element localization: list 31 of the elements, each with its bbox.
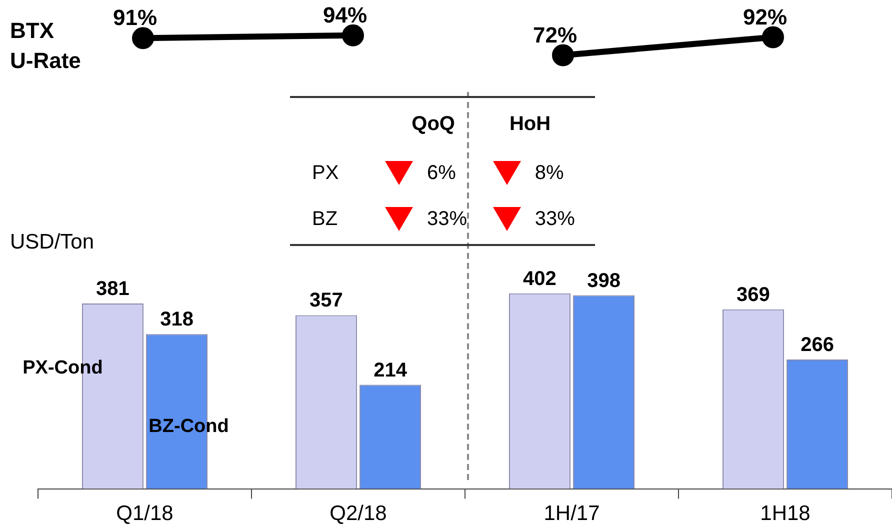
data-label: 266 [800, 334, 834, 356]
text: BZ [311, 208, 339, 230]
x-tick-label: Q2/18 [330, 502, 387, 526]
point [342, 24, 364, 46]
data-label: 381 [96, 278, 130, 300]
data-label: 369 [736, 284, 770, 306]
x-tick-label: Q1/18 [116, 502, 174, 526]
text: HoH [508, 112, 552, 136]
data-label: 402 [523, 268, 556, 290]
x-tick-label: 1H/17 [544, 502, 600, 526]
text: BTX U-Rate [10, 18, 81, 74]
data-label: 91% [112, 5, 158, 30]
x-tick-label: 1H18 [760, 502, 810, 526]
data-label: 398 [587, 270, 620, 292]
data-label: 92% [742, 4, 788, 30]
data-label: 357 [310, 290, 343, 312]
data-label: 214 [374, 359, 408, 382]
data-label: 94% [322, 2, 368, 28]
text: PX [311, 162, 340, 184]
text: 33% [427, 208, 468, 230]
point [132, 27, 154, 50]
series-label: PX-Cond [22, 358, 103, 379]
point [552, 44, 574, 66]
point [762, 26, 784, 48]
y-axis-title: USD/Ton [10, 230, 94, 254]
data-label: 72% [532, 22, 578, 48]
text: QoQ [410, 112, 456, 136]
text: 8% [534, 162, 564, 184]
text: 33% [534, 208, 575, 230]
data-label: 318 [160, 308, 194, 331]
text: 6% [427, 162, 456, 184]
